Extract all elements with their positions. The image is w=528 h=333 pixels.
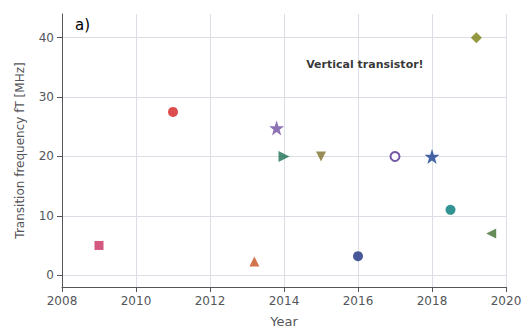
- svg-text:2012: 2012: [195, 294, 226, 308]
- svg-text:a): a): [75, 16, 90, 34]
- svg-text:2010: 2010: [121, 294, 152, 308]
- svg-text:Transition frequency fT [MHz]: Transition frequency fT [MHz]: [13, 62, 27, 239]
- svg-text:10: 10: [39, 209, 54, 223]
- svg-text:40: 40: [39, 31, 54, 45]
- svg-text:2014: 2014: [269, 294, 300, 308]
- svg-text:2018: 2018: [417, 294, 448, 308]
- svg-text:30: 30: [39, 90, 54, 104]
- svg-text:Year: Year: [269, 314, 298, 329]
- svg-text:Vertical transistor!: Vertical transistor!: [306, 58, 423, 71]
- svg-text:0: 0: [46, 268, 54, 282]
- svg-text:2020: 2020: [491, 294, 522, 308]
- svg-text:20: 20: [39, 149, 54, 163]
- svg-text:2016: 2016: [343, 294, 374, 308]
- svg-text:2008: 2008: [47, 294, 78, 308]
